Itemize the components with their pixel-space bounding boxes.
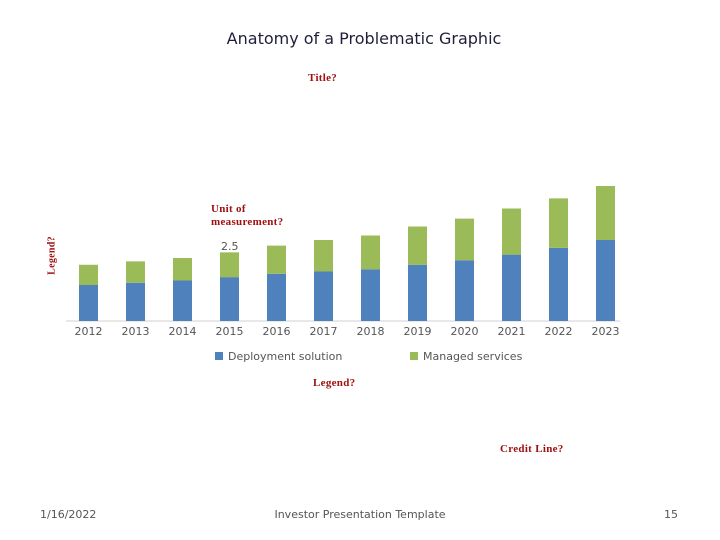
bar-deployment-2015	[220, 277, 239, 321]
bar-managed-2023	[596, 186, 615, 240]
slide-title: Anatomy of a Problematic Graphic	[226, 29, 502, 48]
bar-managed-2021	[502, 208, 521, 255]
x-tick-label: 2013	[122, 325, 150, 338]
bar-deployment-2019	[408, 264, 427, 321]
x-tick-label: 2020	[451, 325, 479, 338]
y-tick-label: 2.5	[221, 240, 239, 253]
bar-managed-2016	[267, 245, 286, 274]
bar-managed-2014	[173, 258, 192, 281]
legend-swatch	[215, 352, 223, 360]
bar-managed-2013	[126, 261, 145, 283]
annotation-credit: Credit Line?	[500, 443, 564, 455]
x-tick-label: 2017	[310, 325, 338, 338]
bar-deployment-2023	[596, 240, 615, 321]
bar-managed-2018	[361, 235, 380, 270]
bar-deployment-2018	[361, 269, 380, 321]
bar-managed-2017	[314, 240, 333, 272]
bar-managed-2022	[549, 198, 568, 248]
bar-deployment-2017	[314, 271, 333, 321]
footer-presentation-name: Investor Presentation Template	[274, 508, 446, 521]
annotation-title: Title?	[308, 72, 338, 84]
bar-managed-2019	[408, 226, 427, 265]
bar-deployment-2021	[502, 254, 521, 321]
x-tick-label: 2023	[592, 325, 620, 338]
bar-managed-2015	[220, 252, 239, 278]
bar-managed-2020	[455, 218, 474, 261]
legend-label: Managed services	[423, 350, 523, 363]
x-tick-label: 2015	[216, 325, 244, 338]
bar-managed-2012	[79, 264, 98, 285]
bar-deployment-2012	[79, 285, 98, 321]
bar-deployment-2014	[173, 280, 192, 321]
bar-deployment-2013	[126, 282, 145, 321]
legend-swatch	[410, 352, 418, 360]
x-tick-label: 2012	[75, 325, 103, 338]
x-tick-label: 2019	[404, 325, 432, 338]
bar-deployment-2016	[267, 273, 286, 321]
x-tick-label: 2021	[498, 325, 526, 338]
annotation-unit: Unit of measurement?	[211, 203, 284, 228]
footer-date: 1/16/2022	[40, 508, 97, 521]
footer-page-number: 15	[664, 508, 678, 521]
annotation-legend-bottom: Legend?	[313, 377, 356, 389]
legend-label: Deployment solution	[228, 350, 342, 363]
x-tick-label: 2022	[545, 325, 573, 338]
x-tick-label: 2016	[263, 325, 291, 338]
x-tick-label: 2018	[357, 325, 385, 338]
bar-deployment-2020	[455, 260, 474, 321]
bar-deployment-2022	[549, 247, 568, 321]
x-tick-label: 2014	[169, 325, 197, 338]
